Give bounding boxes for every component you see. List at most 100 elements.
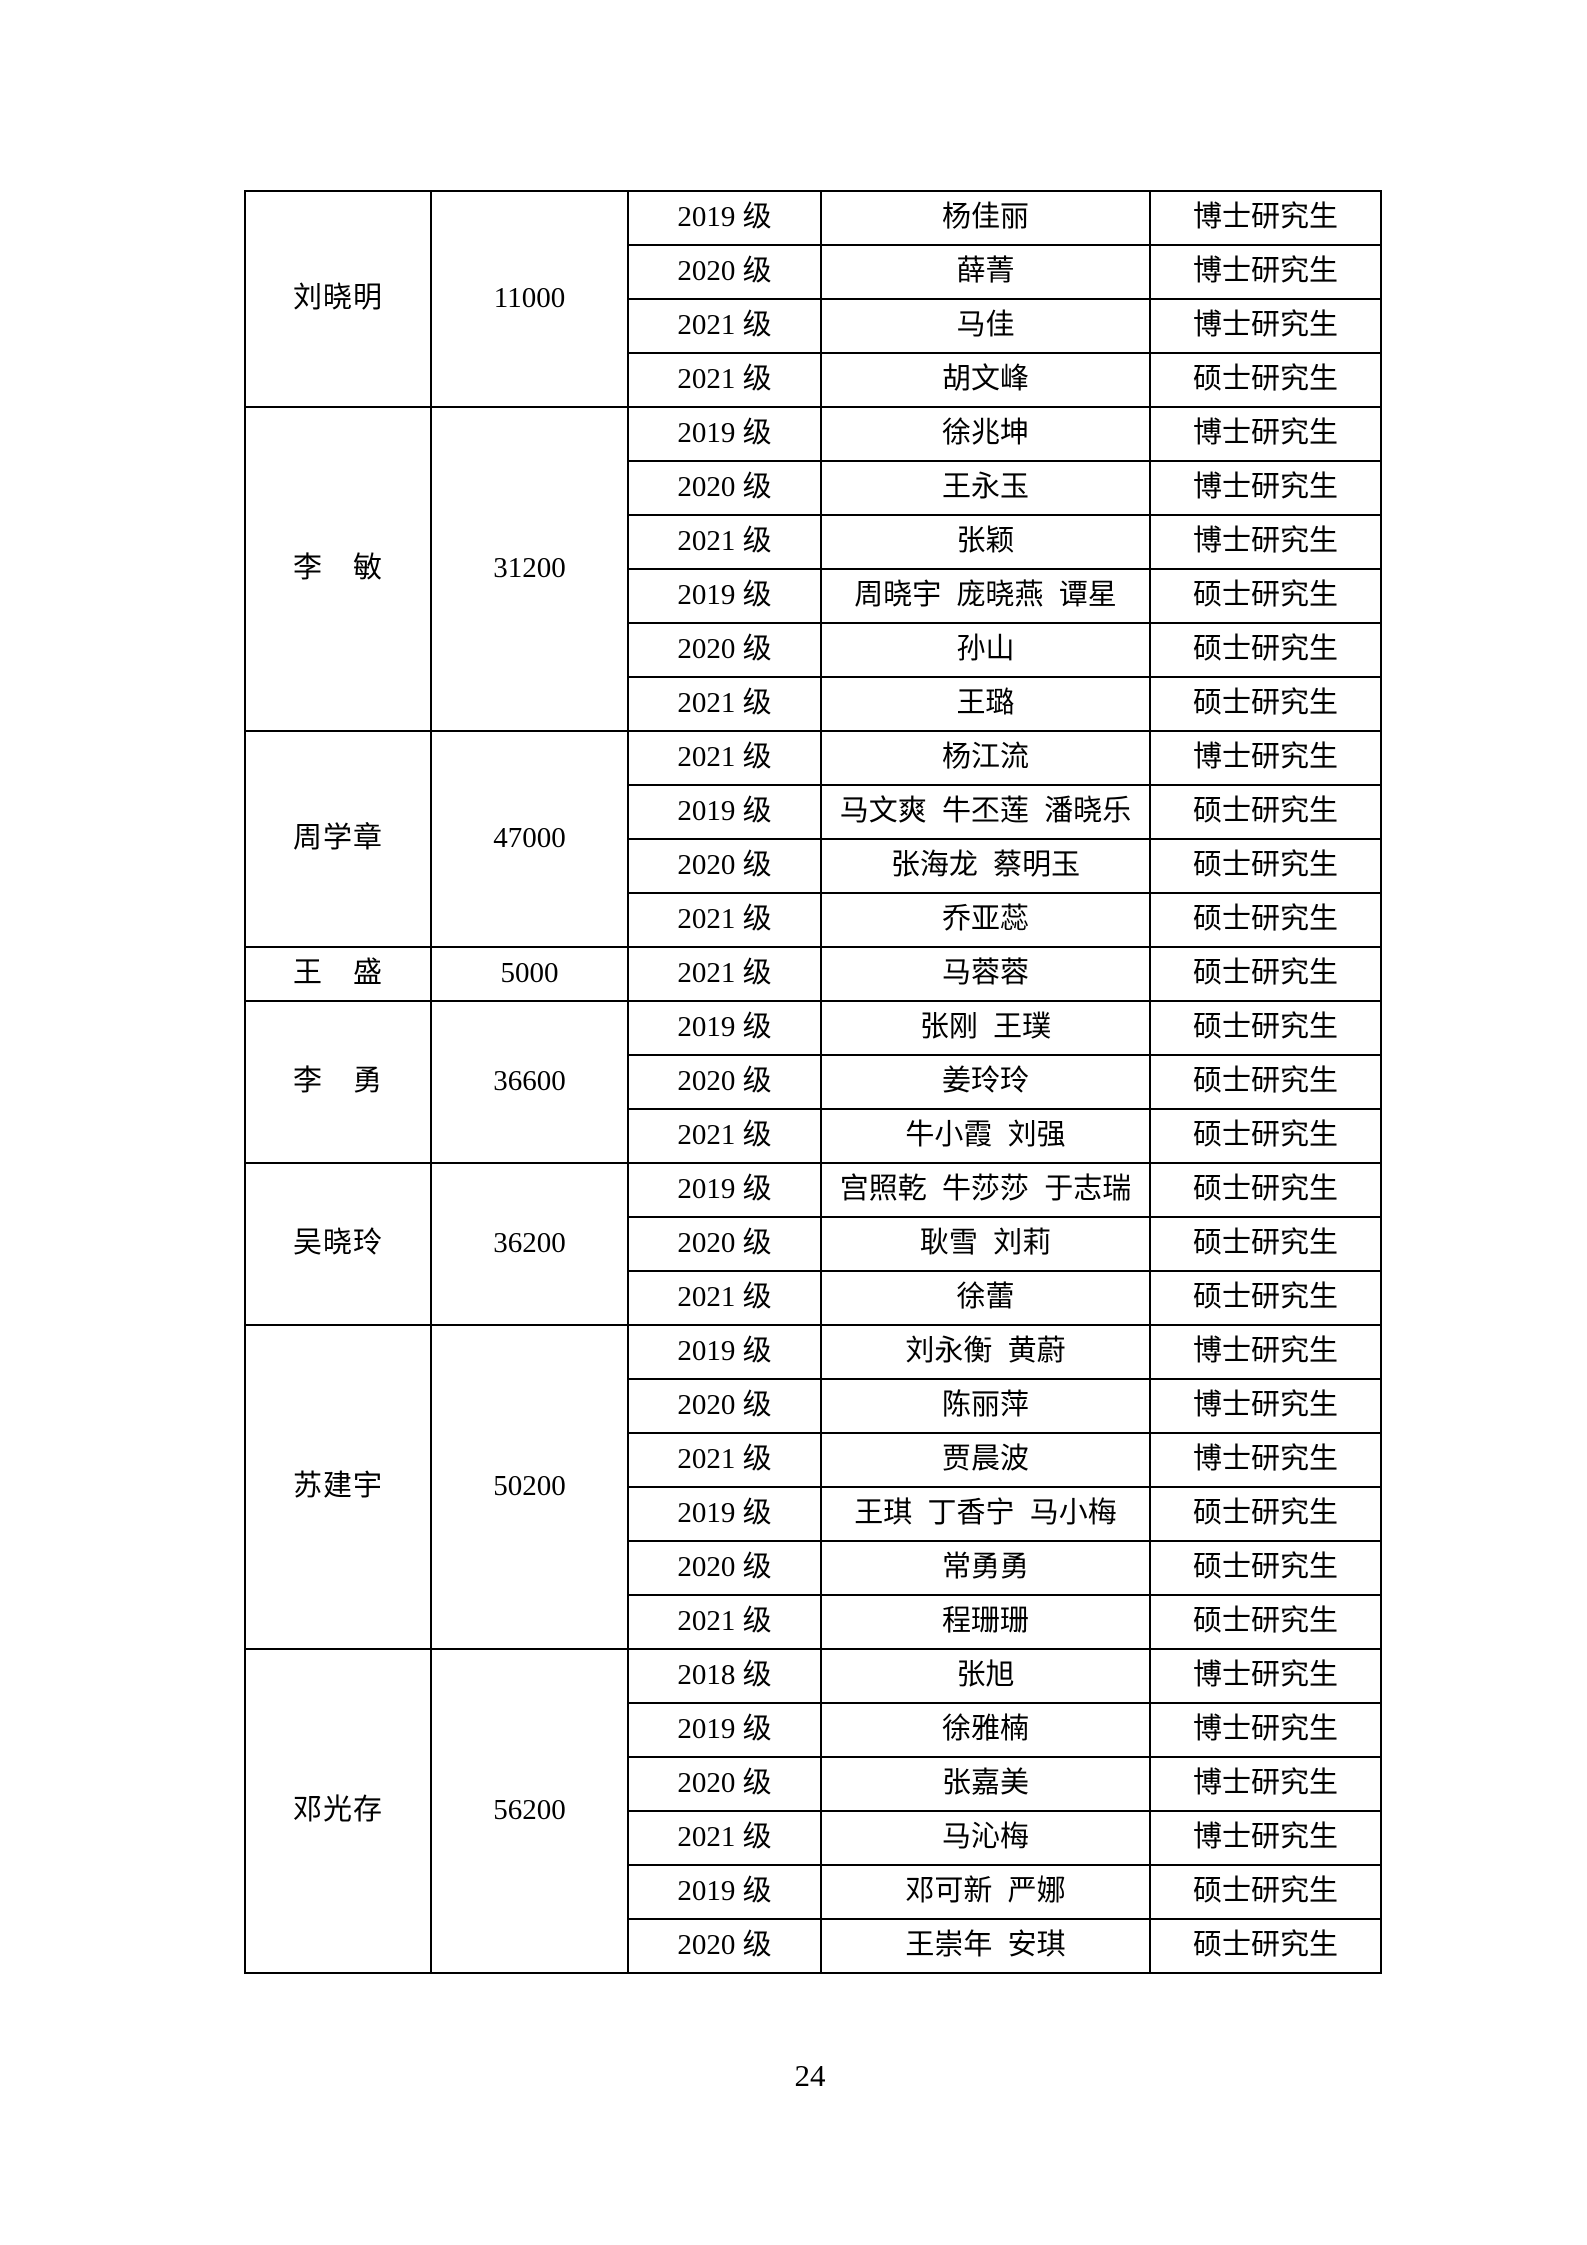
advisor-name-cell: 刘晓明 xyxy=(244,190,432,408)
table-row: 李 敏 31200 2019 级徐兆坤 博士研究生 xyxy=(244,406,1382,732)
students-cell: 周晓宇 庞晓燕 谭星 xyxy=(820,568,1151,624)
advisor-students-table-body: 刘晓明 11000 2019 级杨佳丽 博士研究生 2020 级薛菁 博士研究生 2021 … xyxy=(244,190,1382,1974)
advisor-name-cell: 李 敏 xyxy=(244,406,432,732)
table-row: 李 勇 36600 2019 级张刚 王璞 硕士研究生 xyxy=(244,1000,1382,1164)
table-row: 2021 级马佳 博士研究生 xyxy=(245,298,1382,354)
students-cell: 宫照乾 牛莎莎 于志瑞 xyxy=(820,1162,1151,1218)
advisor-name-cell: 王 盛 xyxy=(244,946,432,1002)
students-cell: 王琪 丁香宁 马小梅 xyxy=(820,1486,1151,1542)
degree-cell: 博士研究生 xyxy=(1149,460,1382,516)
table-row: 2021 级乔亚蕊 硕士研究生 xyxy=(245,892,1382,948)
table-row: 苏建宇 50200 2019 级刘永衡 黄蔚 博士研究生 xyxy=(244,1324,1382,1650)
grade-cell: 2020 级 xyxy=(627,1540,822,1596)
table-row: 2019 级马文爽 牛丕莲 潘晓乐 硕士研究生 xyxy=(245,784,1382,840)
degree-cell: 硕士研究生 xyxy=(1149,1054,1382,1110)
degree-cell: 硕士研究生 xyxy=(1149,352,1382,408)
grade-cell: 2019 级 xyxy=(627,1864,822,1920)
grade-cell: 2019 级 xyxy=(627,406,822,462)
grade-cell: 2019 级 xyxy=(627,190,822,246)
students-cell: 孙山 xyxy=(820,622,1151,678)
amount-cell: 31200 xyxy=(430,406,629,732)
degree-cell: 硕士研究生 xyxy=(1149,1270,1382,1326)
amount-cell: 56200 xyxy=(430,1648,629,1974)
grade-cell: 2020 级 xyxy=(627,460,822,516)
students-cell: 张海龙 蔡明玉 xyxy=(820,838,1151,894)
amount-cell: 50200 xyxy=(430,1324,629,1650)
grade-cell: 2020 级 xyxy=(627,838,822,894)
grade-cell: 2019 级 xyxy=(627,1162,822,1218)
degree-cell: 博士研究生 xyxy=(1149,1648,1382,1704)
students-cell: 张刚 王璞 xyxy=(820,1000,1151,1056)
table-row: 2021 级王璐 硕士研究生 xyxy=(245,676,1382,732)
table-row: 2020 级常勇勇 硕士研究生 xyxy=(245,1540,1382,1596)
degree-cell: 博士研究生 xyxy=(1149,1378,1382,1434)
degree-cell: 硕士研究生 xyxy=(1149,1000,1382,1056)
grade-cell: 2020 级 xyxy=(627,1216,822,1272)
students-cell: 王璐 xyxy=(820,676,1151,732)
students-cell: 姜玲玲 xyxy=(820,1054,1151,1110)
degree-cell: 博士研究生 xyxy=(1149,730,1382,786)
students-cell: 王永玉 xyxy=(820,460,1151,516)
grade-cell: 2019 级 xyxy=(627,1324,822,1380)
page-number: 24 xyxy=(794,2058,826,2093)
degree-cell: 博士研究生 xyxy=(1149,1756,1382,1812)
degree-cell: 硕士研究生 xyxy=(1149,1540,1382,1596)
grade-cell: 2021 级 xyxy=(627,946,822,1002)
table-row: 2020 级孙山 硕士研究生 xyxy=(245,622,1382,678)
grade-cell: 2021 级 xyxy=(627,352,822,408)
students-cell: 张颖 xyxy=(820,514,1151,570)
students-cell: 马佳 xyxy=(820,298,1151,354)
degree-cell: 硕士研究生 xyxy=(1149,784,1382,840)
grade-cell: 2019 级 xyxy=(627,1702,822,1758)
grade-cell: 2020 级 xyxy=(627,1756,822,1812)
degree-cell: 硕士研究生 xyxy=(1149,1864,1382,1920)
students-cell: 徐雅楠 xyxy=(820,1702,1151,1758)
students-cell: 马文爽 牛丕莲 潘晓乐 xyxy=(820,784,1151,840)
grade-cell: 2020 级 xyxy=(627,1378,822,1434)
table-row: 2021 级徐蕾 硕士研究生 xyxy=(245,1270,1382,1326)
degree-cell: 博士研究生 xyxy=(1149,1432,1382,1488)
amount-cell: 36600 xyxy=(430,1000,629,1164)
degree-cell: 硕士研究生 xyxy=(1149,676,1382,732)
grade-cell: 2021 级 xyxy=(627,1432,822,1488)
amount-cell: 36200 xyxy=(430,1162,629,1326)
students-cell: 马沁梅 xyxy=(820,1810,1151,1866)
grade-cell: 2019 级 xyxy=(627,1486,822,1542)
degree-cell: 硕士研究生 xyxy=(1149,1594,1382,1650)
grade-cell: 2020 级 xyxy=(627,1054,822,1110)
degree-cell: 博士研究生 xyxy=(1149,1702,1382,1758)
degree-cell: 硕士研究生 xyxy=(1149,1486,1382,1542)
table-row: 2021 级牛小霞 刘强 硕士研究生 xyxy=(245,1108,1382,1164)
table-row: 2020 级姜玲玲 硕士研究生 xyxy=(245,1054,1382,1110)
degree-cell: 硕士研究生 xyxy=(1149,946,1382,1002)
table-row: 王 盛 5000 2021 级马蓉蓉 硕士研究生 xyxy=(244,946,1382,1002)
table-row: 2020 级张嘉美 博士研究生 xyxy=(245,1756,1382,1812)
degree-cell: 博士研究生 xyxy=(1149,1324,1382,1380)
grade-cell: 2021 级 xyxy=(627,514,822,570)
amount-cell: 11000 xyxy=(430,190,629,408)
students-cell: 程珊珊 xyxy=(820,1594,1151,1650)
advisor-name-cell: 邓光存 xyxy=(244,1648,432,1974)
table-row: 周学章 47000 2021 级杨江流 博士研究生 xyxy=(244,730,1382,948)
students-cell: 贾晨波 xyxy=(820,1432,1151,1488)
amount-cell: 5000 xyxy=(430,946,629,1002)
students-cell: 胡文峰 xyxy=(820,352,1151,408)
degree-cell: 博士研究生 xyxy=(1149,190,1382,246)
grade-cell: 2021 级 xyxy=(627,1108,822,1164)
table-row: 刘晓明 11000 2019 级杨佳丽 博士研究生 xyxy=(244,190,1382,408)
grade-cell: 2020 级 xyxy=(627,1918,822,1974)
grade-cell: 2020 级 xyxy=(627,622,822,678)
advisor-students-table: 刘晓明 11000 2019 级杨佳丽 博士研究生 2020 级薛菁 博士研究生 2021 … xyxy=(244,190,1382,1974)
degree-cell: 博士研究生 xyxy=(1149,514,1382,570)
degree-cell: 硕士研究生 xyxy=(1149,1108,1382,1164)
grade-cell: 2019 级 xyxy=(627,784,822,840)
grade-cell: 2021 级 xyxy=(627,676,822,732)
degree-cell: 硕士研究生 xyxy=(1149,892,1382,948)
students-cell: 邓可新 严娜 xyxy=(820,1864,1151,1920)
students-cell: 徐兆坤 xyxy=(820,406,1151,462)
table-row: 2021 级张颖 博士研究生 xyxy=(245,514,1382,570)
table-row: 2020 级张海龙 蔡明玉 硕士研究生 xyxy=(245,838,1382,894)
students-cell: 王崇年 安琪 xyxy=(820,1918,1151,1974)
students-cell: 刘永衡 黄蔚 xyxy=(820,1324,1151,1380)
